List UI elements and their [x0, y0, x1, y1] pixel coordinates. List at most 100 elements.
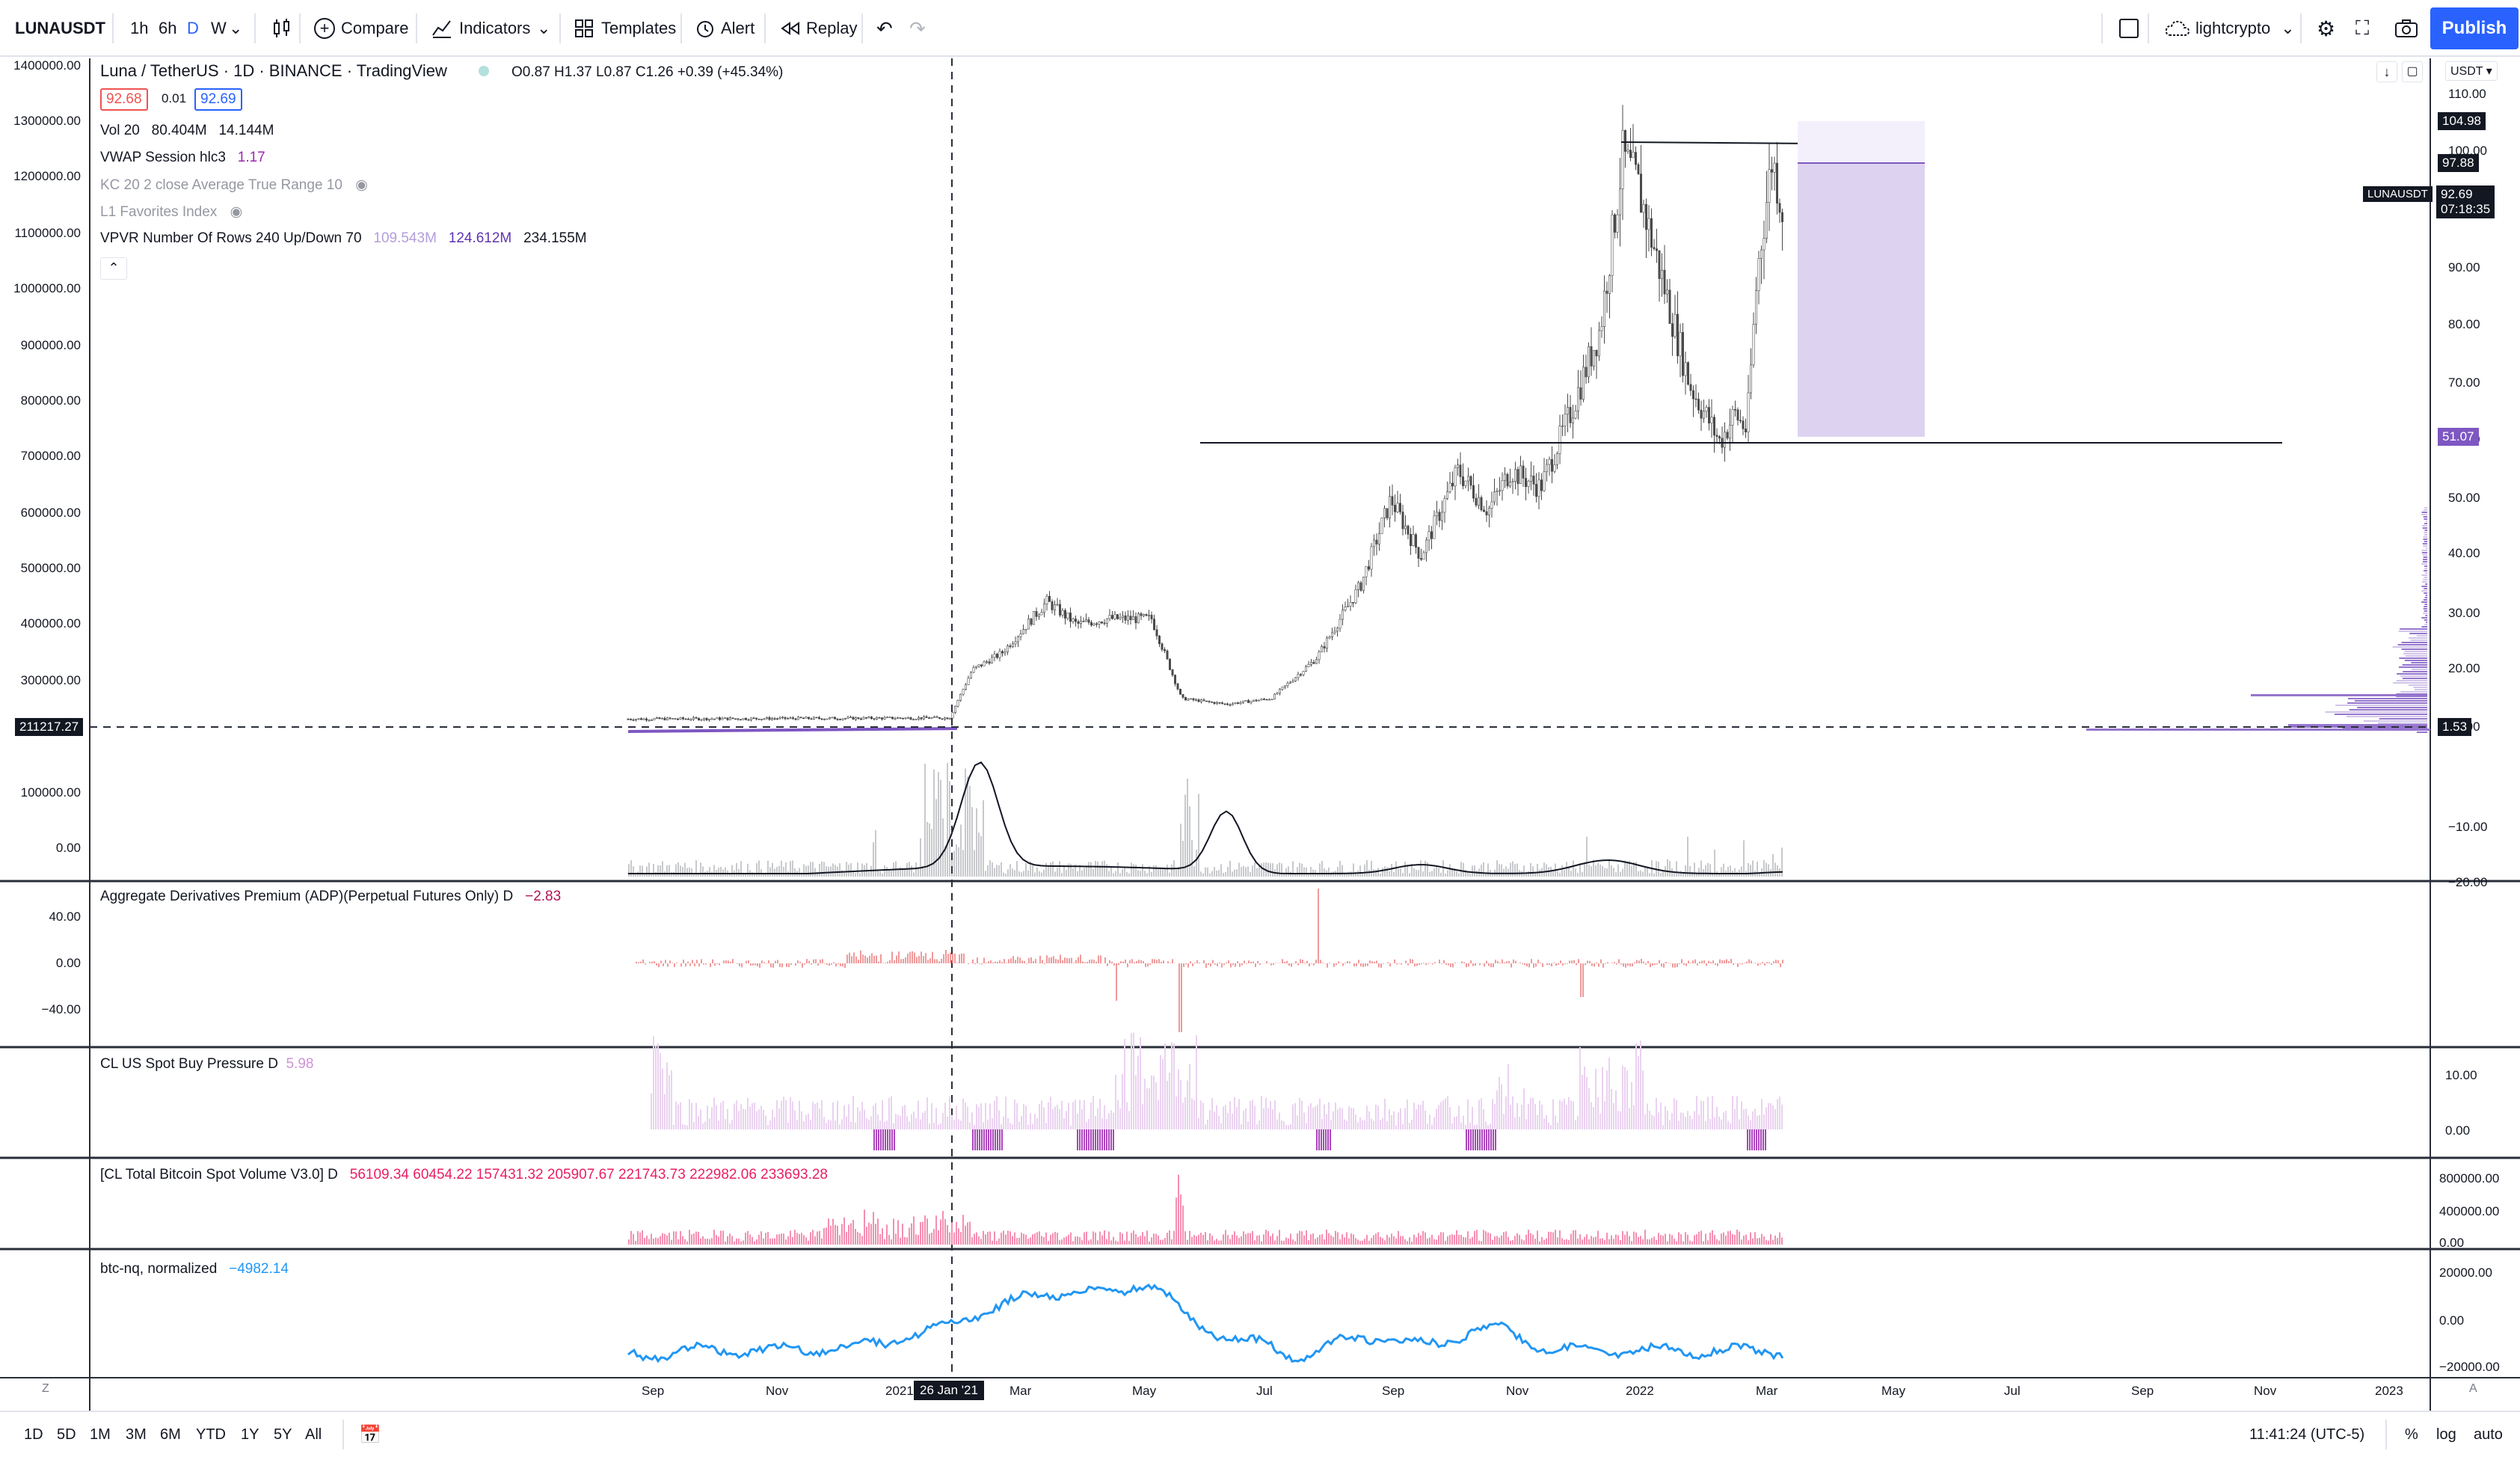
range-6m[interactable]: 6M [160, 1426, 181, 1443]
interval-dropdown[interactable]: ⌄ [229, 0, 242, 57]
auto-a-icon[interactable]: A [2469, 1382, 2477, 1395]
replay-button[interactable]: Replay [772, 0, 864, 57]
alert-label: Alert [721, 19, 755, 37]
position-tool-stop[interactable] [1798, 163, 1925, 437]
arrow-down-icon: ↓ [2383, 64, 2391, 79]
chart-type-button[interactable] [263, 0, 301, 57]
snapshot-button[interactable] [2387, 0, 2426, 57]
user-label: lightcrypto [2195, 19, 2271, 37]
indicators-dropdown[interactable]: ⌄ [537, 0, 550, 57]
layout-button[interactable] [2112, 0, 2146, 57]
compare-label: Compare [341, 19, 409, 37]
interval-6h[interactable]: 6h [159, 19, 177, 37]
replay-icon [781, 22, 799, 35]
currency-select[interactable]: USDT ▾ [2445, 61, 2498, 81]
btc-volume-values: 56109.34 60454.22 157431.32 205907.67 22… [349, 1167, 828, 1183]
price-candles [627, 105, 1784, 723]
left-axis-tick: 700000.00 [20, 449, 81, 463]
range-5d[interactable]: 5D [57, 1426, 76, 1443]
alert-button[interactable]: Alert [686, 0, 762, 57]
time-axis-tick: Mar [1009, 1384, 1032, 1398]
toolbar-divider [861, 13, 863, 43]
interval-1h[interactable]: 1h [130, 19, 149, 37]
adp-axis-tick: 0.00 [55, 956, 81, 970]
resistance-level-line[interactable] [1620, 141, 1816, 144]
l1-legend[interactable]: L1 Favorites Index ◉ [100, 203, 242, 221]
maximize-pane-button[interactable]: ▢ [2402, 61, 2423, 82]
last-price: 92.69 [2441, 187, 2473, 201]
vpvr-legend[interactable]: VPVR Number Of Rows 240 Up/Down 70 109.5… [100, 230, 587, 247]
buy-price-button[interactable]: 92.69 [194, 88, 242, 111]
undo-button[interactable]: ↶ [869, 0, 900, 57]
symbol-title[interactable]: Luna / TetherUS · 1D · BINANCE · Trading… [100, 61, 447, 80]
left-axis-tick: 1300000.00 [13, 114, 81, 128]
hidden-eye-icon[interactable]: ◉ [230, 204, 243, 220]
range-all[interactable]: All [305, 1426, 322, 1443]
price-badge-top: 104.98 [2438, 112, 2486, 130]
log-scale-toggle[interactable]: log [2436, 1426, 2456, 1443]
time-axis-tick: Sep [1382, 1384, 1405, 1398]
symbol-search[interactable]: LUNAUSDT [15, 19, 105, 37]
cloud-save-button[interactable]: lightcrypto ⌄ [2157, 0, 2302, 57]
auto-scale-toggle[interactable]: auto [2474, 1426, 2503, 1443]
time-axis-tick: Mar [1756, 1384, 1778, 1398]
time-axis-tick: Nov [766, 1384, 789, 1398]
percent-scale-toggle[interactable]: % [2405, 1426, 2418, 1443]
range-1d[interactable]: 1D [24, 1426, 43, 1443]
toolbar-divider [416, 13, 417, 43]
range-1m[interactable]: 1M [90, 1426, 111, 1443]
square-icon [2119, 19, 2139, 38]
vwap-value: 1.17 [237, 150, 265, 165]
fullscreen-button[interactable]: ⛶ [2348, 0, 2376, 57]
square-icon: ▢ [2406, 65, 2418, 78]
volume-legend[interactable]: Vol 20 80.404M 14.144M [100, 123, 274, 139]
btc-volume-histogram [628, 1174, 1783, 1245]
left-axis-tick: 0.00 [55, 841, 81, 855]
interval-w[interactable]: W [211, 19, 227, 37]
indicators-button[interactable]: Indicators [423, 0, 538, 57]
position-tool-target[interactable] [1798, 121, 1925, 163]
date-range-button[interactable]: 📅 [359, 1412, 381, 1457]
adp-axis-tick: 40.00 [49, 910, 81, 924]
compare-button[interactable]: + Compare [307, 0, 416, 57]
toolbar-divider [112, 13, 114, 43]
settings-button[interactable]: ⚙ [2309, 0, 2343, 57]
collapse-legend-button[interactable]: ⌃ [100, 257, 127, 280]
vpvr-up-value: 109.543M [373, 230, 437, 246]
adp-legend[interactable]: Aggregate Derivatives Premium (ADP)(Perp… [100, 889, 561, 905]
buy-pressure-legend[interactable]: CL US Spot Buy Pressure D 5.98 [100, 1056, 314, 1073]
buy-pressure-histogram [651, 1032, 1783, 1150]
symbol-badge: LUNAUSDT [2363, 186, 2433, 202]
btc-volume-legend[interactable]: [CL Total Bitcoin Spot Volume V3.0] D 56… [100, 1167, 828, 1183]
range-1y[interactable]: 1Y [241, 1426, 259, 1443]
range-ytd[interactable]: YTD [196, 1426, 226, 1443]
toolbar-divider [254, 13, 256, 43]
time-axis-tick: 2022 [1626, 1384, 1654, 1398]
scroll-down-button[interactable]: ↓ [2376, 61, 2397, 82]
buy-pressure-value: 5.98 [286, 1056, 314, 1072]
templates-button[interactable]: Templates [565, 0, 683, 57]
btc-nq-axis-tick: 20000.00 [2439, 1266, 2492, 1280]
interval-d[interactable]: D [187, 19, 199, 37]
toolbar-divider [2101, 13, 2103, 43]
right-axis-tick: 20.00 [2448, 661, 2480, 675]
clock-time[interactable]: 11:41:24 (UTC-5) [2249, 1426, 2365, 1443]
chart-canvas[interactable] [0, 58, 2520, 1411]
vwap-legend[interactable]: VWAP Session hlc3 1.17 [100, 150, 265, 166]
hidden-eye-icon[interactable]: ◉ [355, 177, 368, 193]
publish-button[interactable]: Publish [2430, 7, 2519, 49]
toolbar-divider [559, 13, 561, 43]
btc-nq-label: btc-nq, normalized [100, 1261, 218, 1277]
right-axis-tick: 50.00 [2448, 491, 2480, 505]
gear-icon: ⚙ [2317, 16, 2336, 40]
indicators-label: Indicators [459, 19, 531, 37]
redo-button[interactable]: ↷ [902, 0, 933, 57]
sell-price-button[interactable]: 92.68 [100, 88, 148, 111]
kc-legend[interactable]: KC 20 2 close Average True Range 10 ◉ [100, 177, 368, 194]
btc-nq-legend[interactable]: btc-nq, normalized −4982.14 [100, 1261, 289, 1277]
zoom-z-icon[interactable]: Z [42, 1382, 49, 1395]
range-5y[interactable]: 5Y [274, 1426, 292, 1443]
adp-value: −2.83 [525, 889, 562, 904]
range-3m[interactable]: 3M [126, 1426, 147, 1443]
time-axis-tick: Jul [2004, 1384, 2020, 1398]
